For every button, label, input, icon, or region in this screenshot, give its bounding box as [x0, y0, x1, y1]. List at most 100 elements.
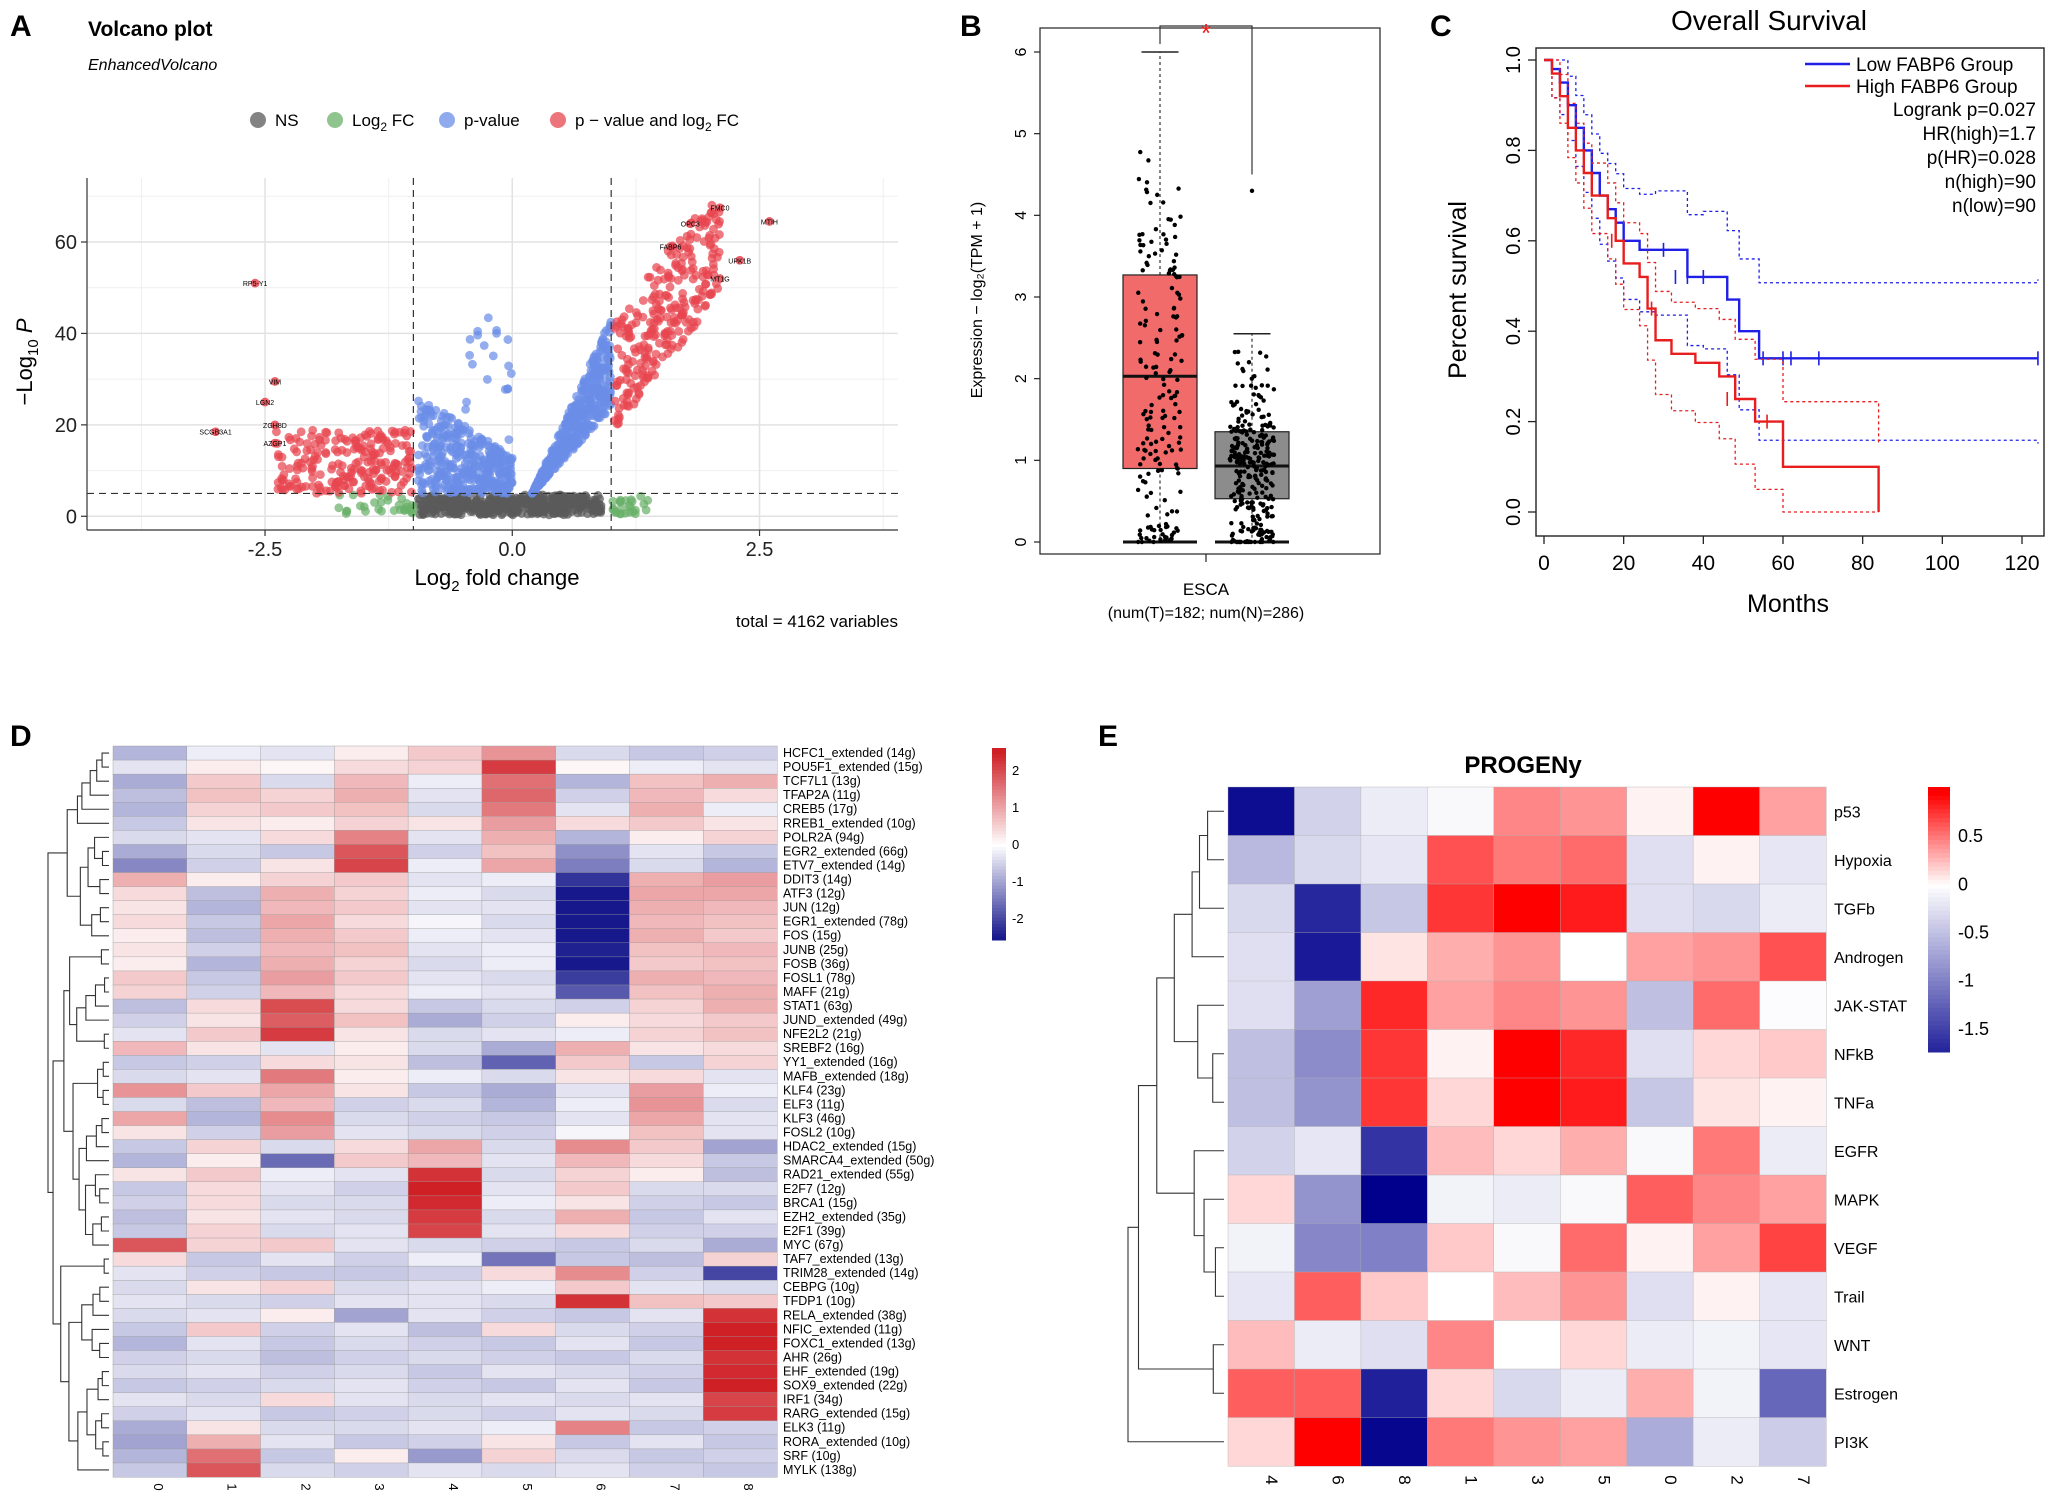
- tf-heatmap-cell: [703, 886, 778, 902]
- volcano-point: [449, 463, 459, 473]
- progeny-heatmap-cell: [1759, 980, 1827, 1030]
- box-jitter-point: [1155, 456, 1160, 461]
- tf-heatmap-cell: [260, 802, 335, 817]
- tf-heatmap-row-label: EHF_extended (19g): [783, 1365, 899, 1379]
- progeny-heatmap-cell: [1294, 932, 1362, 982]
- volcano-point: [651, 349, 661, 359]
- volcano-x-axis-label: Log2 fold change: [415, 565, 580, 595]
- volcano-point: [594, 371, 604, 381]
- volcano-point: [686, 323, 696, 333]
- volcano-title: Volcano plot: [88, 18, 212, 41]
- box-jitter-point: [1259, 536, 1265, 542]
- survival-stat-text: p(HR)=0.028: [1927, 148, 2036, 169]
- box-jitter-point: [1168, 395, 1174, 401]
- volcano-point: [423, 503, 432, 513]
- box-jitter-point: [1265, 514, 1270, 519]
- box-jitter-point: [1240, 430, 1245, 435]
- tf-heatmap-dendrogram: [60, 1265, 105, 1383]
- volcano-point: [351, 458, 361, 468]
- tf-heatmap-cell: [186, 1336, 262, 1351]
- tf-heatmap-dendrogram: [91, 1328, 109, 1352]
- box-jitter-point: [1244, 432, 1250, 437]
- progeny-heatmap-cell: [1692, 883, 1761, 933]
- tf-heatmap-row-label: ELK3 (11g): [783, 1421, 845, 1435]
- box-jitter-point: [1157, 395, 1162, 400]
- volcano-point: [465, 350, 475, 360]
- tf-heatmap-row-label: E2F7 (12g): [783, 1182, 846, 1196]
- box-jitter-point: [1228, 494, 1234, 499]
- progeny-heatmap-cell: [1626, 883, 1694, 933]
- tf-heatmap-cell: [334, 1448, 409, 1464]
- tf-heatmap-cell: [112, 1251, 188, 1267]
- volcano-point: [321, 435, 330, 445]
- tf-heatmap-cell: [186, 1209, 262, 1225]
- tf-heatmap-cell: [629, 1294, 704, 1309]
- tf-heatmap-cell: [703, 970, 778, 986]
- box-y-tick-label: 5: [1013, 129, 1030, 138]
- tf-heatmap-cell: [112, 1153, 188, 1169]
- tf-heatmap-cell: [112, 1055, 188, 1070]
- tf-scale-step: [992, 808, 1006, 813]
- volcano-point: [656, 305, 666, 315]
- tf-heatmap-column-label: 3: [372, 1483, 387, 1490]
- tf-heatmap-cell: [481, 872, 557, 888]
- tf-heatmap-cell: [481, 1392, 557, 1408]
- box-jitter-point: [1173, 401, 1178, 407]
- box-jitter-point: [1146, 471, 1151, 476]
- tf-heatmap-cell: [703, 956, 778, 972]
- tf-scale-step: [992, 844, 1006, 848]
- tf-heatmap-cell: [481, 1195, 557, 1211]
- volcano-point: [667, 340, 677, 350]
- volcano-point: [459, 487, 469, 497]
- progeny-heatmap-cell: [1560, 883, 1628, 933]
- volcano-gene-label: SCGB3A1: [199, 430, 231, 437]
- progeny-heatmap-cell: [1626, 835, 1694, 885]
- tf-heatmap-cell: [555, 1322, 630, 1337]
- progeny-scale-step: [1928, 946, 1950, 951]
- progeny-scale-step: [1928, 835, 1950, 841]
- progeny-scale-step: [1928, 915, 1950, 920]
- tf-heatmap-cell: [629, 942, 704, 958]
- tf-heatmap-cell: [407, 998, 483, 1014]
- progeny-scale-step: [1928, 937, 1950, 943]
- progeny-heatmap-cell: [1560, 1126, 1628, 1176]
- box-jitter-point: [1179, 332, 1185, 338]
- tf-heatmap-row-label: CREB5 (17g): [783, 802, 857, 816]
- progeny-heatmap-cell: [1427, 883, 1495, 933]
- box-jitter-point: [1256, 392, 1261, 398]
- box-jitter-point: [1166, 443, 1172, 449]
- tf-heatmap-cell: [260, 1111, 335, 1127]
- box-jitter-point: [1258, 522, 1264, 528]
- tf-heatmap-row-label: TFAP2A (11g): [783, 788, 861, 802]
- tf-heatmap-row-label: DDIT3 (14g): [783, 872, 852, 886]
- tf-heatmap-dendrogram: [85, 1135, 109, 1162]
- progeny-scale-step: [1928, 985, 1950, 991]
- box-jitter-point: [1149, 427, 1154, 433]
- volcano-point: [583, 509, 592, 519]
- tf-heatmap-cell: [260, 1237, 335, 1253]
- tf-heatmap-cell: [555, 1153, 630, 1169]
- volcano-point: [308, 473, 317, 483]
- tf-heatmap-cell: [186, 872, 262, 888]
- tf-heatmap-dendrogram: [99, 878, 109, 895]
- tf-heatmap-cell: [186, 1097, 262, 1112]
- progeny-heatmap-cell: [1294, 1368, 1362, 1418]
- volcano-legend-dot: [250, 112, 266, 128]
- progeny-heatmap-dendrogram: [1198, 834, 1224, 909]
- tf-heatmap-cell: [112, 1308, 188, 1323]
- progeny-heatmap-cell: [1227, 980, 1295, 1030]
- volcano-point: [479, 341, 489, 350]
- tf-heatmap-cell: [407, 928, 483, 944]
- tf-heatmap-cell: [407, 1069, 483, 1084]
- progeny-scale-label: -1.5: [1958, 1019, 1989, 1039]
- progeny-heatmap-cell: [1360, 1223, 1428, 1273]
- tf-heatmap-cell: [186, 858, 262, 874]
- volcano-point: [614, 403, 624, 413]
- survival-x-axis-label: Months: [1747, 590, 1829, 618]
- progeny-heatmap-cell: [1493, 786, 1561, 836]
- tf-heatmap-cell: [629, 1083, 704, 1098]
- tf-heatmap-cell: [112, 1448, 188, 1464]
- tf-heatmap-cell: [481, 1265, 557, 1281]
- volcano-point: [270, 438, 280, 448]
- tf-heatmap-row-label: TCF7L1 (13g): [783, 774, 861, 788]
